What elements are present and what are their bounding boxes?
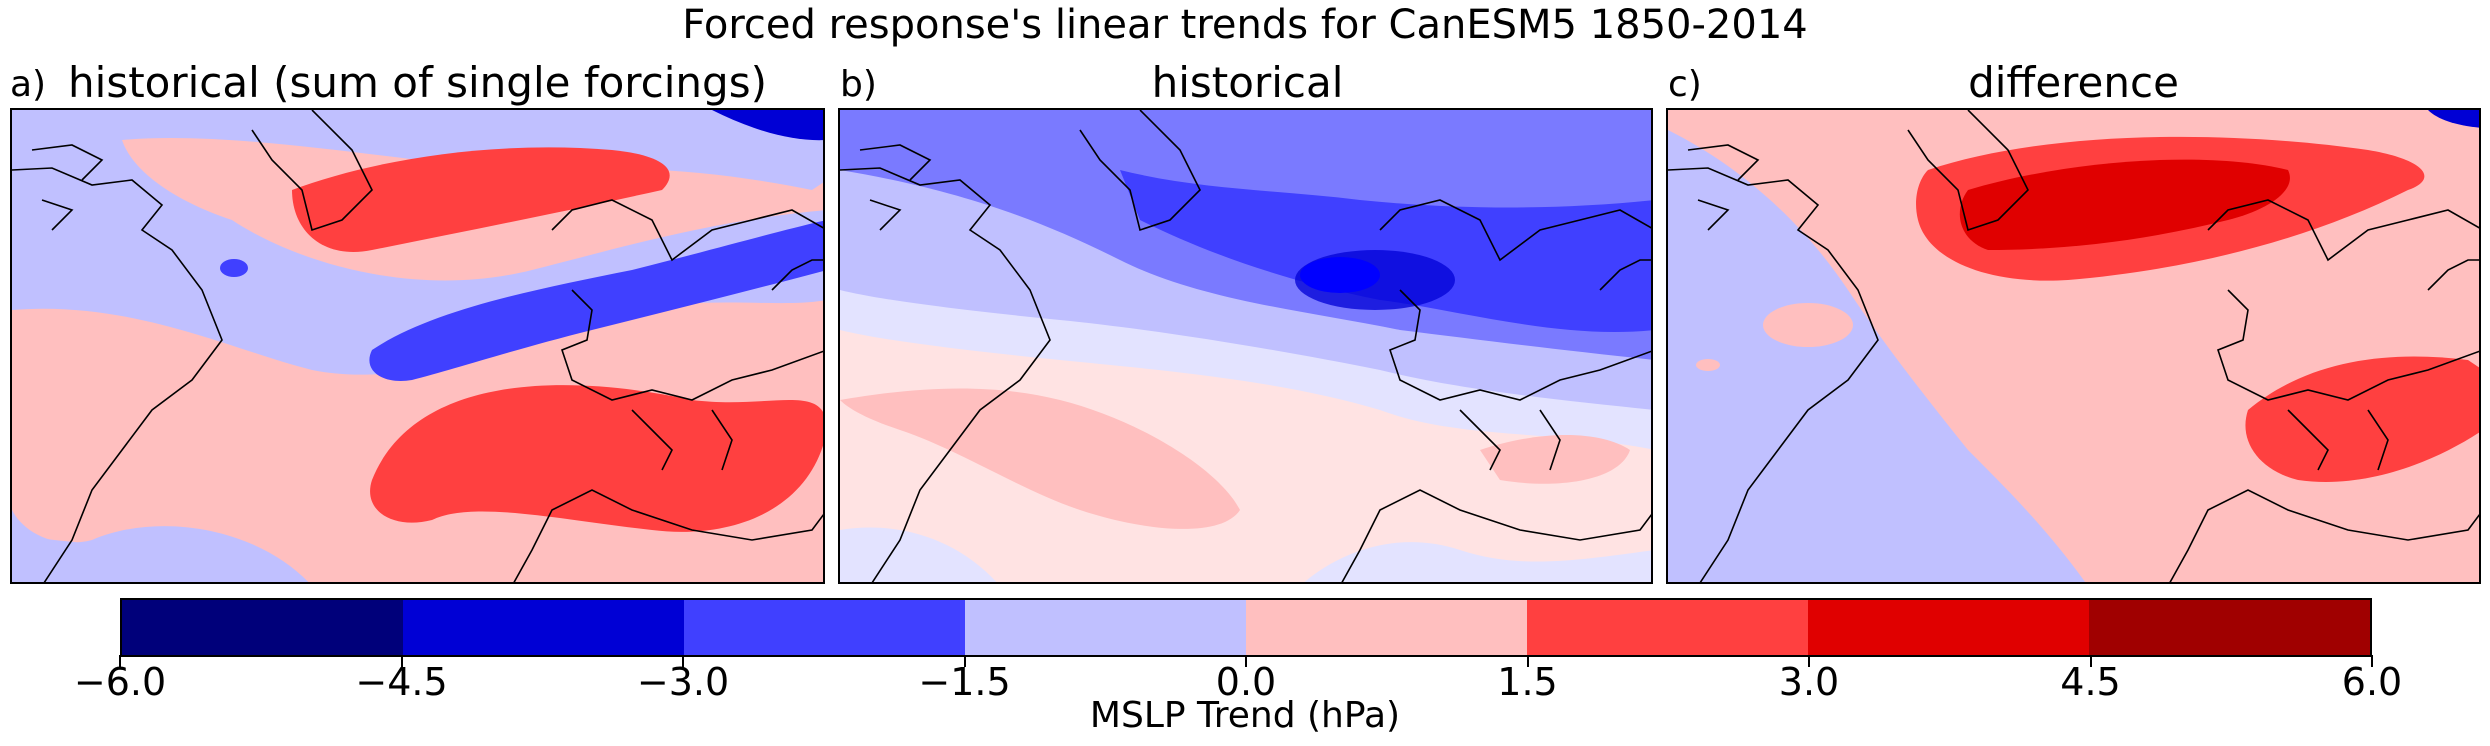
colorbar-tick-label: 4.5 (2060, 660, 2121, 704)
colorbar-tick-mark (1245, 655, 1247, 667)
colorbar-segment (2089, 600, 2370, 655)
figure-title: Forced response's linear trends for CanE… (682, 2, 1808, 48)
colorbar-tick-label: −3.0 (636, 660, 730, 704)
panel-b-letter: b) (840, 64, 877, 105)
panel-a-title: historical (sum of single forcings) (68, 58, 767, 107)
colorbar-segment (122, 600, 403, 655)
colorbar-tick-mark (400, 655, 403, 667)
colorbar-tick-label: 0.0 (1215, 660, 1277, 704)
colorbar-tick-mark (2089, 655, 2092, 667)
colorbar-segment (965, 600, 1246, 655)
map-panel-a (10, 108, 825, 584)
colorbar-tick-label: −4.5 (355, 660, 448, 704)
colorbar-tick-label: −1.5 (918, 660, 1011, 704)
panel-c-letter: c) (1668, 64, 1702, 105)
colorbar-segment (1246, 600, 1527, 655)
colorbar-tick-label: 3.0 (1778, 660, 1840, 704)
colorbar-tick-mark (682, 655, 684, 667)
colorbar-tick-label: −6.0 (73, 660, 167, 704)
colorbar-tick-mark (2371, 655, 2373, 667)
colorbar-segment (1527, 600, 1808, 655)
map-a-field (12, 110, 823, 582)
map-c-field (1668, 110, 2479, 582)
map-panel-b (838, 108, 1653, 584)
colorbar-segment (403, 600, 684, 655)
panel-c-title: difference (1968, 58, 2179, 107)
colorbar-tick-mark (1808, 655, 1810, 667)
colorbar-tick-mark (1526, 655, 1529, 667)
colorbar-label: MSLP Trend (hPa) (1089, 695, 1401, 736)
panel-b-title: historical (1151, 58, 1344, 107)
map-panel-c (1666, 108, 2481, 584)
map-b-field (840, 110, 1651, 582)
colorbar-tick-label: 1.5 (1497, 660, 1558, 704)
colorbar-tick-label: 6.0 (2341, 660, 2403, 704)
colorbar (120, 598, 2372, 657)
panel-a-letter: a) (10, 64, 47, 105)
colorbar-segment (1808, 600, 2089, 655)
colorbar-tick-mark (119, 655, 121, 667)
colorbar-tick-mark (963, 655, 966, 667)
colorbar-segment (684, 600, 965, 655)
